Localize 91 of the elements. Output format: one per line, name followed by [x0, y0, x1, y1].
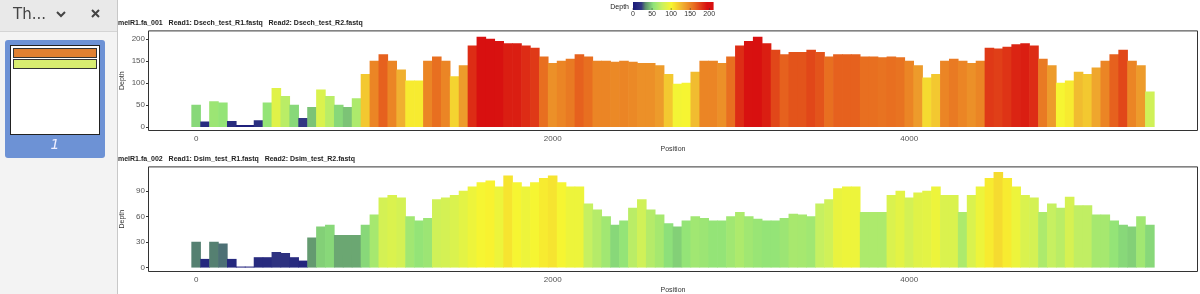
bar — [922, 77, 932, 127]
bar — [957, 212, 968, 268]
bar — [200, 121, 210, 127]
bar — [672, 226, 683, 268]
bar — [815, 52, 825, 127]
bar — [628, 207, 638, 268]
bar — [405, 216, 415, 268]
bar — [360, 74, 371, 127]
bar — [663, 74, 674, 127]
bar — [904, 60, 914, 127]
x-tick-label: 4000 — [900, 134, 919, 143]
bar — [369, 60, 380, 127]
bar — [1136, 216, 1146, 268]
bar — [396, 69, 406, 127]
bar — [262, 102, 273, 127]
bar — [1136, 65, 1146, 127]
bar — [1091, 67, 1102, 127]
x-tick-label: 2000 — [543, 134, 563, 143]
bar — [209, 241, 219, 268]
bar — [601, 216, 611, 268]
bar — [253, 120, 264, 127]
bar — [521, 45, 531, 127]
y-tick-label: 50 — [136, 100, 146, 110]
bar — [966, 195, 977, 268]
y-tick-label: 60 — [136, 211, 146, 221]
bar — [289, 104, 299, 127]
bar — [1038, 212, 1048, 268]
bar — [342, 106, 353, 127]
bar — [637, 199, 647, 268]
bar — [806, 49, 816, 127]
bar — [325, 95, 335, 127]
y-tick-label: 150 — [131, 56, 146, 66]
bar — [503, 175, 513, 268]
bar — [360, 224, 371, 268]
bar — [779, 54, 790, 127]
x-tick-label: 0 — [193, 134, 199, 143]
bar — [1118, 49, 1128, 127]
bar — [440, 60, 451, 127]
bar — [227, 258, 237, 268]
bar — [191, 241, 201, 268]
bar — [735, 45, 745, 127]
bar — [369, 214, 380, 268]
bar — [770, 49, 781, 127]
bar — [592, 209, 603, 268]
bar — [449, 76, 460, 127]
x-tick-label: 4000 — [900, 275, 919, 284]
bar — [530, 47, 540, 127]
bar — [761, 43, 772, 127]
bar — [333, 104, 344, 127]
bar — [1145, 91, 1155, 127]
bar — [824, 56, 834, 127]
bar — [1064, 196, 1075, 268]
bar — [1127, 60, 1137, 127]
y-tick-label: 200 — [131, 34, 146, 44]
text: Th... — [13, 5, 46, 23]
bar — [1029, 45, 1039, 127]
bar — [351, 98, 362, 127]
bar — [218, 243, 228, 268]
y-tick-label: 0 — [140, 122, 146, 132]
bar — [432, 56, 442, 127]
bar — [1145, 224, 1155, 268]
bar — [316, 89, 326, 127]
x-tick-label: 2000 — [543, 275, 563, 284]
bar — [387, 60, 398, 127]
bar — [663, 223, 674, 268]
bar — [458, 65, 469, 127]
bar — [1047, 65, 1057, 127]
bar — [645, 209, 656, 268]
bar — [574, 54, 585, 127]
bar — [538, 56, 549, 127]
text: 1 — [49, 136, 61, 152]
bar — [307, 106, 317, 127]
bar — [298, 117, 308, 127]
y-tick-label: 90 — [136, 186, 146, 196]
y-tick-label: 0 — [140, 262, 146, 272]
bar — [467, 45, 478, 127]
x-tick-label: 0 — [193, 275, 199, 284]
bar — [1109, 54, 1119, 127]
bar — [1038, 58, 1048, 127]
bar — [654, 214, 665, 268]
bar — [931, 74, 941, 127]
bar — [307, 237, 317, 268]
bar — [423, 60, 433, 127]
bar — [200, 258, 210, 268]
y-tick-label: 30 — [136, 237, 146, 247]
bar — [191, 104, 201, 127]
bar — [280, 95, 291, 127]
bar — [690, 71, 701, 127]
y-tick-label: 100 — [131, 78, 146, 88]
bar — [913, 65, 923, 127]
bar — [726, 56, 736, 127]
